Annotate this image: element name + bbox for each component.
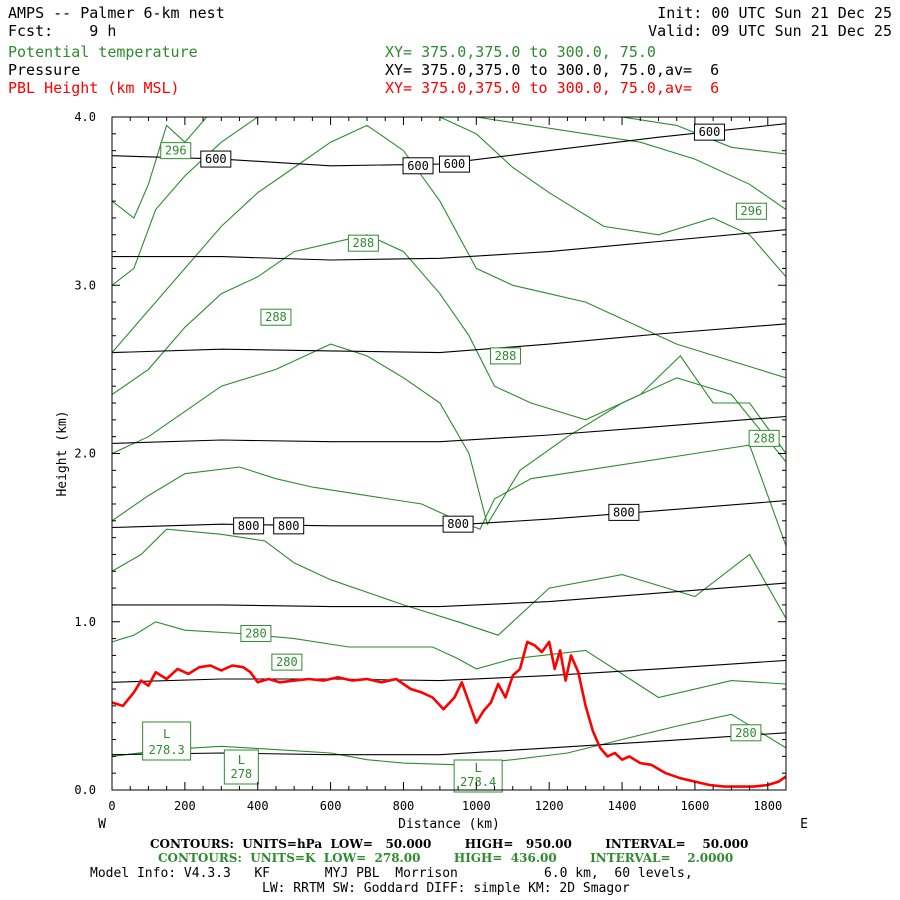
theta-contour-4 bbox=[112, 234, 786, 454]
pressure-label-box-2 bbox=[438, 155, 470, 173]
field-xy-pressure: XY= 375.0,375.0 to 300.0, 75.0,av= 6 bbox=[385, 61, 720, 79]
footer-theta-contours: CONTOURS: UNITS=K LOW= 278.00 HIGH= 436.… bbox=[158, 851, 734, 865]
footer-pressure-contours: CONTOURS: UNITS=hPa LOW= 50.000 HIGH= 95… bbox=[150, 837, 749, 851]
low-letter: L bbox=[163, 727, 170, 741]
low-letter: L bbox=[238, 753, 245, 767]
low-letter: L bbox=[475, 761, 482, 775]
field-xy-theta: XY= 375.0,375.0 to 300.0, 75.0 bbox=[385, 43, 656, 61]
theta-contour-5 bbox=[112, 124, 786, 379]
pressure-label-box-1 bbox=[402, 157, 434, 175]
pressure-label-box-5 bbox=[273, 517, 305, 535]
pressure-contour-900 bbox=[112, 659, 786, 683]
x-axis-label: Distance (km) bbox=[398, 817, 500, 832]
x-end-label-east: E bbox=[800, 817, 808, 832]
y-tick-label: 4.0 bbox=[74, 110, 96, 124]
pressure-label: 800 bbox=[278, 519, 300, 533]
theta-label-box-3 bbox=[260, 308, 292, 326]
y-tick-label: 3.0 bbox=[74, 278, 96, 292]
x-end-label-west: W bbox=[98, 817, 106, 832]
x-tick-label: 400 bbox=[247, 799, 269, 813]
x-tick-label: 1000 bbox=[462, 799, 491, 813]
x-tick-label: 600 bbox=[320, 799, 342, 813]
pressure-contour-850 bbox=[112, 582, 786, 608]
pressure-label-box-0 bbox=[200, 150, 232, 168]
theta-label: 280 bbox=[276, 655, 298, 669]
theta-label-box-1 bbox=[735, 202, 767, 220]
theta-contour-8 bbox=[476, 117, 786, 210]
x-tick-label: 1800 bbox=[753, 799, 782, 813]
field-label-theta: Potential temperature bbox=[8, 43, 198, 61]
theta-label-box-4 bbox=[489, 347, 521, 365]
x-tick-label: 1200 bbox=[535, 799, 564, 813]
x-tick-label: 1400 bbox=[608, 799, 637, 813]
pressure-label: 800 bbox=[238, 519, 260, 533]
theta-contour-6 bbox=[112, 117, 786, 286]
pressure-contour-800 bbox=[112, 500, 786, 529]
theta-contour-1 bbox=[112, 528, 786, 636]
x-tick-label: 1600 bbox=[680, 799, 709, 813]
y-tick-label: 0.0 bbox=[74, 783, 96, 797]
forecast-hour: Fcst: 9 h bbox=[8, 22, 117, 40]
pressure-label-box-7 bbox=[608, 503, 640, 521]
pressure-label: 600 bbox=[444, 157, 466, 171]
valid-time: Valid: 09 UTC Sun 21 Dec 25 bbox=[648, 22, 892, 40]
field-label-pbl: PBL Height (km MSL) bbox=[8, 79, 180, 97]
low-value: 278 bbox=[230, 767, 252, 781]
y-tick-label: 1.0 bbox=[74, 615, 96, 629]
pressure-label: 600 bbox=[407, 159, 429, 173]
theta-label: 288 bbox=[495, 349, 517, 363]
theta-label-box-7 bbox=[271, 653, 303, 671]
theta-label: 280 bbox=[735, 726, 757, 740]
pressure-label-box-6 bbox=[442, 515, 474, 533]
init-time: Init: 00 UTC Sun 21 Dec 25 bbox=[657, 4, 892, 22]
theta-label: 280 bbox=[245, 627, 267, 641]
x-tick-label: 200 bbox=[174, 799, 196, 813]
footer-model-info-physics: LW: RRTM SW: Goddard DIFF: simple KM: 2D… bbox=[262, 881, 630, 896]
field-label-pressure: Pressure bbox=[8, 61, 81, 79]
theta-contour-3 bbox=[112, 343, 786, 526]
low-value: 278.4 bbox=[460, 775, 496, 789]
pressure-contour-700 bbox=[112, 323, 786, 354]
pressure-label: 800 bbox=[613, 505, 635, 519]
theta-contour-0 bbox=[112, 621, 786, 699]
low-box-1 bbox=[223, 749, 259, 785]
x-tick-label: 0 bbox=[108, 799, 115, 813]
theta-contour-7 bbox=[112, 117, 208, 219]
theta-label: 296 bbox=[165, 144, 187, 158]
pressure-contour-650 bbox=[112, 229, 786, 261]
pressure-label: 600 bbox=[699, 125, 721, 139]
theta-label: 288 bbox=[265, 310, 287, 324]
theta-contour-10 bbox=[112, 713, 786, 766]
y-tick-label: 2.0 bbox=[74, 447, 96, 461]
pressure-label-box-4 bbox=[233, 517, 265, 535]
footer-model-info: Model Info: V4.3.3 KF MYJ PBL Morrison 6… bbox=[90, 866, 693, 881]
x-tick-label: 800 bbox=[393, 799, 415, 813]
theta-label: 296 bbox=[741, 204, 763, 218]
theta-label: 288 bbox=[353, 236, 375, 250]
theta-label-box-2 bbox=[347, 234, 379, 252]
low-value: 278.3 bbox=[149, 743, 185, 757]
pressure-label-box-3 bbox=[693, 123, 725, 141]
theta-label-box-6 bbox=[240, 625, 272, 643]
pressure-contour-750 bbox=[112, 415, 786, 444]
pressure-label: 800 bbox=[447, 517, 469, 531]
low-box-0 bbox=[142, 721, 192, 761]
theta-label-box-0 bbox=[160, 142, 192, 160]
pressure-label: 600 bbox=[205, 152, 227, 166]
pbl-height-line bbox=[112, 640, 786, 788]
model-title: AMPS -- Palmer 6-km nest bbox=[8, 4, 225, 22]
field-xy-pbl: XY= 375.0,375.0 to 300.0, 75.0,av= 6 bbox=[385, 79, 720, 97]
theta-label-box-5 bbox=[748, 429, 780, 447]
pressure-contour-950 bbox=[112, 732, 786, 756]
theta-label: 288 bbox=[753, 431, 775, 445]
theta-label-box-8 bbox=[730, 724, 762, 742]
y-axis-label: Height (km) bbox=[55, 410, 70, 496]
